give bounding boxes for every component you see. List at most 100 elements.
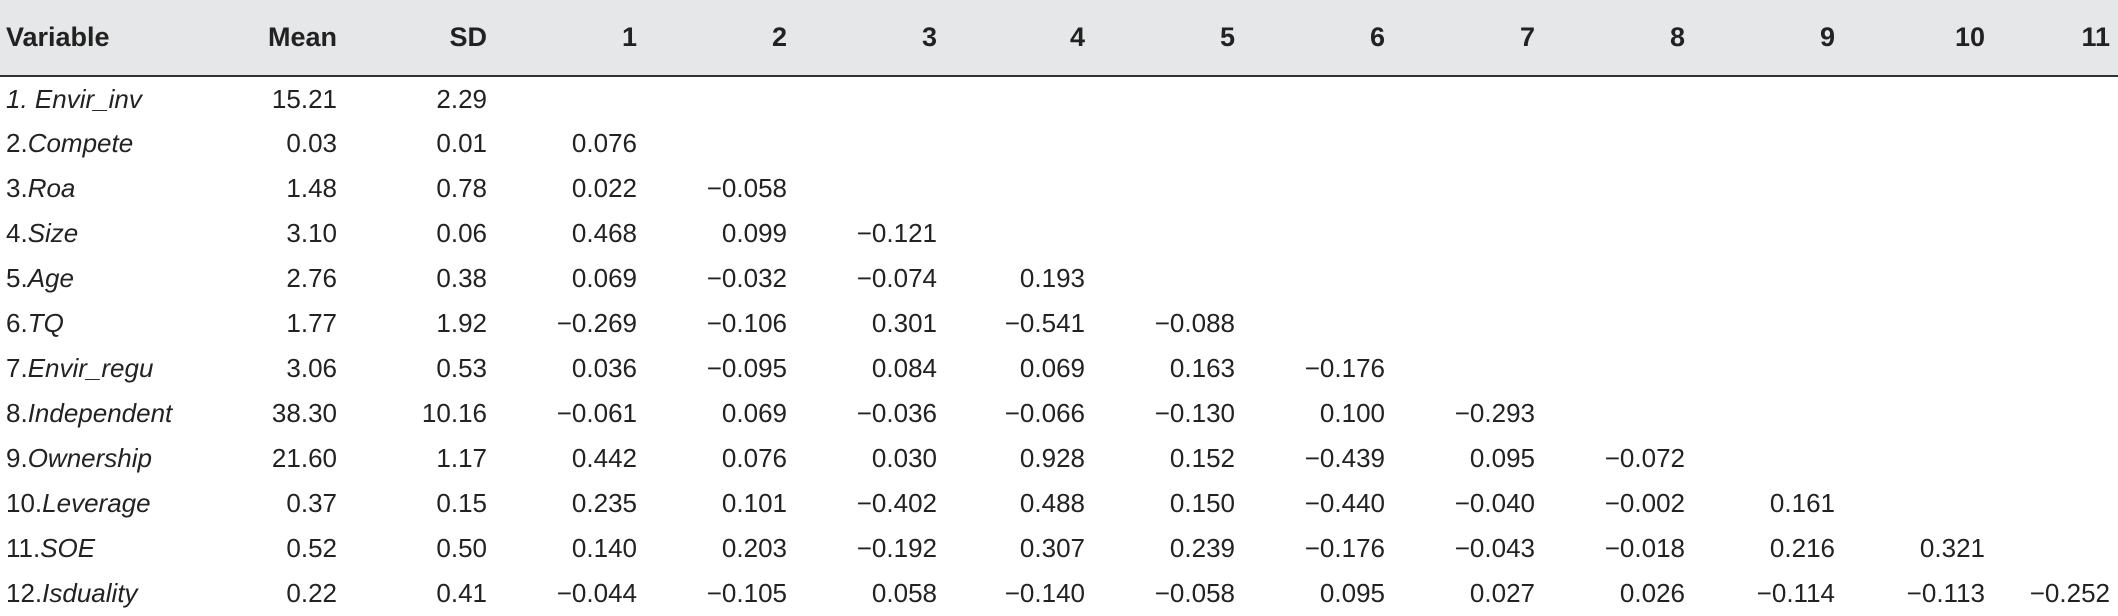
correlation-cell [1863, 346, 2013, 391]
correlation-cell [1863, 256, 2013, 301]
variable-cell: 11.SOE [0, 526, 220, 571]
mean-cell: 0.52 [286, 533, 337, 563]
column-header: 10 [1954, 22, 1985, 52]
sd-cell: 0.50 [436, 533, 487, 563]
correlation-cell [2013, 301, 2118, 346]
correlation-cell [1413, 346, 1563, 391]
variable-name: SOE [40, 533, 96, 563]
correlation-cell [515, 76, 665, 121]
sd-cell: 0.06 [436, 218, 487, 248]
correlation-cell: −0.074 [856, 263, 937, 293]
variable-cell: 1. Envir_inv [0, 76, 220, 121]
variable-index: 1. [6, 83, 35, 114]
correlation-cell: 0.216 [1769, 533, 1835, 563]
mean-cell: 0.22 [286, 578, 337, 608]
variable-index: 2. [6, 128, 28, 158]
variable-cell: 12.Isduality [0, 571, 220, 616]
variable-index: 8. [6, 398, 28, 428]
correlation-cell: 0.027 [1469, 578, 1535, 608]
correlation-cell [815, 76, 965, 121]
correlation-cell: −0.061 [556, 398, 637, 428]
correlation-cell: 0.095 [1319, 578, 1385, 608]
correlation-cell [1413, 256, 1563, 301]
correlation-cell: −0.066 [1004, 398, 1085, 428]
column-header: Variable [6, 22, 110, 52]
correlation-cell: −0.072 [1604, 443, 1685, 473]
correlation-cell [2013, 346, 2118, 391]
column-header: SD [449, 22, 487, 52]
correlation-cell [665, 121, 815, 166]
correlation-cell: 0.026 [1619, 578, 1685, 608]
variable-cell: 2.Compete [0, 121, 220, 166]
mean-cell: 3.10 [286, 218, 337, 248]
correlation-cell: 0.468 [571, 218, 637, 248]
correlation-cell [1713, 211, 1863, 256]
correlation-cell [2013, 76, 2118, 121]
variable-cell: 6.TQ [0, 301, 220, 346]
column-header: 8 [1669, 22, 1685, 52]
correlation-cell: −0.269 [556, 308, 637, 338]
correlation-cell: −0.439 [1304, 443, 1385, 473]
mean-cell: 0.37 [286, 488, 337, 518]
column-header: 4 [1069, 22, 1085, 52]
correlation-cell: −0.176 [1304, 533, 1385, 563]
column-header: 7 [1519, 22, 1535, 52]
correlation-cell: −0.440 [1304, 488, 1385, 518]
correlation-cell: 0.307 [1019, 533, 1085, 563]
variable-name: Size [27, 218, 79, 248]
correlation-cell: −0.113 [1906, 578, 1985, 608]
correlation-cell [1713, 166, 1863, 211]
sd-cell: 0.15 [436, 488, 487, 518]
correlation-cell [1713, 121, 1863, 166]
correlation-cell [1713, 346, 1863, 391]
correlation-cell [1563, 346, 1713, 391]
variable-cell: 7.Envir_regu [0, 346, 220, 391]
correlation-cell: −0.541 [1004, 308, 1085, 338]
correlation-cell: −0.114 [1756, 578, 1835, 608]
correlation-cell: −0.176 [1304, 353, 1385, 383]
mean-cell: 15.21 [271, 83, 337, 114]
table-row: 9.Ownership 21.60 1.17 0.442 0.076 0.030 0.928… [0, 436, 2118, 481]
correlation-cell: −0.105 [706, 578, 787, 608]
correlation-cell [1413, 166, 1563, 211]
correlation-cell [1713, 76, 1863, 121]
variable-index: 3. [6, 173, 28, 203]
table-row: 5.Age 2.76 0.38 0.069 −0.032 −0.074 0.193 [0, 256, 2118, 301]
variable-name: Compete [27, 128, 134, 158]
correlation-cell: 0.140 [571, 533, 637, 563]
table-row: 3.Roa 1.48 0.78 0.022 −0.058 [0, 166, 2118, 211]
correlation-cell: 0.235 [571, 488, 637, 518]
correlation-cell [1563, 301, 1713, 346]
correlation-cell [1563, 211, 1713, 256]
table-row: 4.Size 3.10 0.06 0.468 0.099 −0.121 [0, 211, 2118, 256]
variable-index: 11. [6, 533, 41, 563]
correlation-cell: 0.203 [721, 533, 787, 563]
sd-cell: 10.16 [421, 398, 487, 428]
variable-index: 10. [6, 488, 43, 518]
correlation-cell: 0.442 [571, 443, 637, 473]
sd-cell: 2.29 [436, 83, 487, 114]
correlation-cell: 0.022 [571, 173, 637, 203]
column-header: 3 [921, 22, 937, 52]
correlation-cell [815, 166, 965, 211]
correlation-cell [1113, 121, 1263, 166]
correlation-cell [1563, 256, 1713, 301]
correlation-cell [2013, 256, 2118, 301]
sd-cell: 0.41 [436, 578, 487, 608]
correlation-cell: −0.002 [1604, 488, 1685, 518]
correlation-cell [1713, 436, 1863, 481]
correlation-cell: 0.069 [571, 263, 637, 293]
correlation-cell: −0.043 [1454, 533, 1535, 563]
correlation-cell [965, 211, 1113, 256]
table-row: 6.TQ 1.77 1.92 −0.269 −0.106 0.301 −0.541 −0.08… [0, 301, 2118, 346]
correlation-cell [1713, 256, 1863, 301]
variable-index: 5. [6, 263, 28, 293]
correlation-cell [1713, 301, 1863, 346]
correlation-cell: 0.193 [1019, 263, 1085, 293]
table-row: 7.Envir_regu 3.06 0.53 0.036 −0.095 0.084 0.06… [0, 346, 2118, 391]
correlation-cell: −0.018 [1604, 533, 1685, 563]
correlation-cell [1713, 391, 1863, 436]
correlation-cell: 0.069 [721, 398, 787, 428]
correlation-cell: −0.192 [856, 533, 937, 563]
correlation-cell [1413, 301, 1563, 346]
